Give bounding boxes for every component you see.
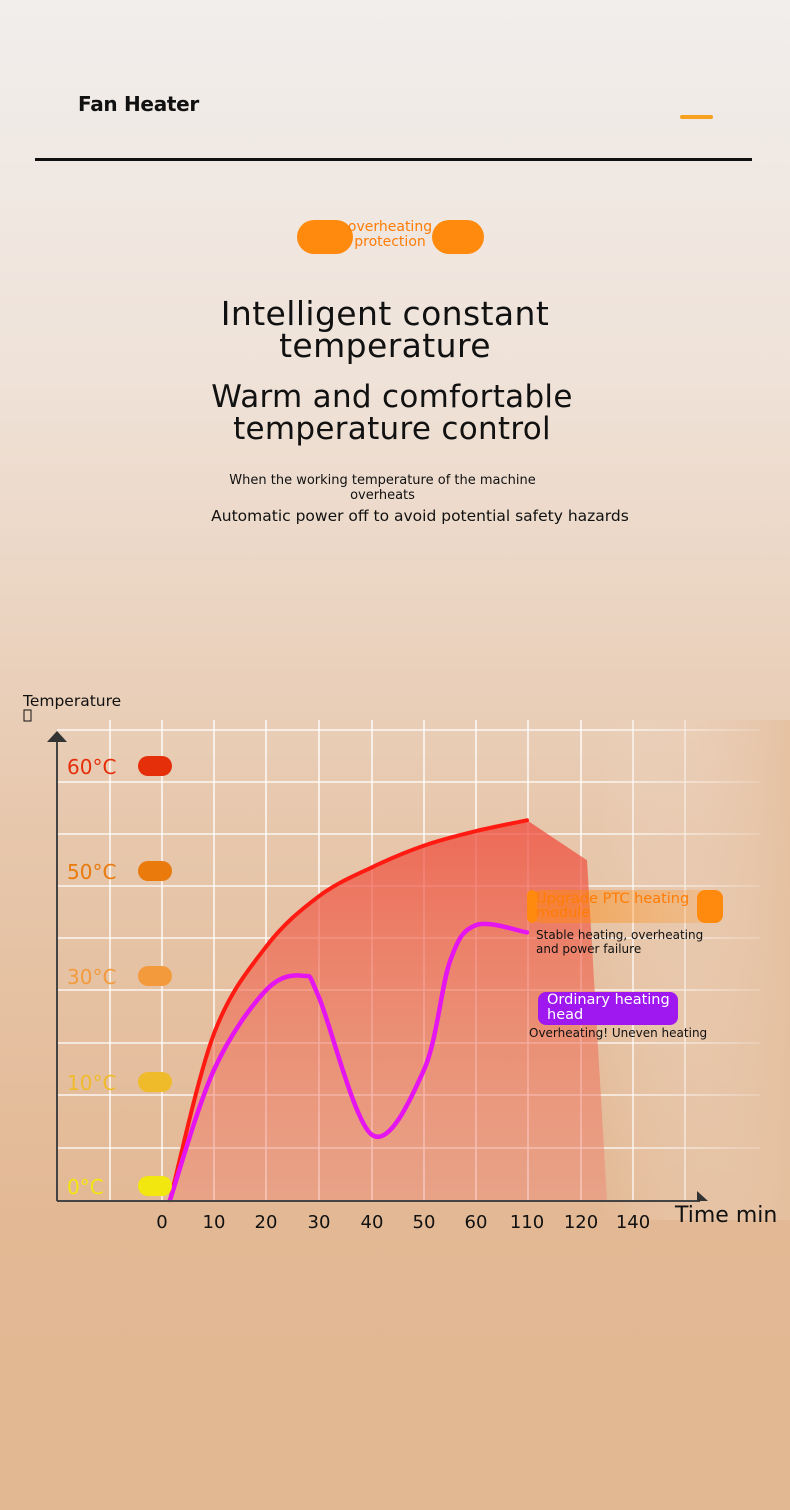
grid-fade — [600, 720, 790, 1220]
x-tick-labels: 0 10 20 30 40 50 60 110 120 140 — [156, 1212, 650, 1233]
x-tick-label: 110 — [510, 1212, 544, 1233]
y-axis-title: Temperature — [22, 692, 121, 710]
x-tick-label: 30 — [308, 1212, 331, 1233]
x-tick-label: 10 — [203, 1212, 226, 1233]
y-level-pill — [138, 756, 172, 776]
subheadline-line1: Warm and comfortable — [211, 379, 573, 415]
ptc-label: Upgrade PTC heating module — [536, 891, 694, 921]
ordinary-label: Ordinary heating head — [547, 992, 674, 1023]
y-level-label: 50°C — [67, 860, 116, 884]
brand-title: Fan Heater — [78, 92, 199, 116]
ptc-label-line1: Upgrade PTC heating — [536, 891, 689, 907]
y-axis-arrow — [47, 731, 67, 742]
x-tick-label: 20 — [255, 1212, 278, 1233]
ptc-note-line2: and power failure — [536, 942, 641, 956]
x-tick-label: 120 — [564, 1212, 598, 1233]
ptc-note: Stable heating, overheating and power fa… — [536, 928, 707, 956]
y-level-label: 0°C — [67, 1175, 104, 1199]
tag-pill-right — [432, 220, 484, 254]
subheadline: Warm and comfortable temperature control — [150, 381, 634, 445]
x-tick-label: 40 — [361, 1212, 384, 1233]
ptc-badge-start-cap — [527, 890, 537, 923]
y-level-pill — [138, 861, 172, 881]
ordinary-note: Overheating! Uneven heating — [529, 1026, 707, 1040]
x-axis-arrow — [697, 1191, 708, 1201]
temperature-chart: Temperature Time min 60°C 50°C 30°C 10°C 0°C… — [22, 692, 790, 1233]
description-small-line1: When the working temperature of the mach… — [229, 473, 536, 488]
y-level-label: 30°C — [67, 965, 116, 989]
description-main: Automatic power off to avoid potential s… — [211, 507, 629, 525]
x-tick-label: 0 — [156, 1212, 167, 1233]
x-tick-label: 50 — [413, 1212, 436, 1233]
headline-line1: Intelligent constant — [220, 294, 550, 333]
ptc-label-badge — [528, 890, 723, 923]
description-small: When the working temperature of the mach… — [225, 473, 540, 503]
ptc-label-line2: module — [536, 905, 590, 921]
ptc-badge-end-cap — [697, 890, 723, 923]
x-tick-label: 140 — [616, 1212, 650, 1233]
tag-pill-left — [297, 220, 353, 254]
headline: Intelligent constant temperature — [180, 294, 590, 365]
feature-tag-line1: overheating — [347, 219, 433, 235]
x-tick-label: 60 — [465, 1212, 488, 1233]
ptc-area-fill — [170, 820, 607, 1200]
ordinary-label-line1: Ordinary heating — [547, 992, 670, 1008]
y-level-label: 60°C — [67, 755, 116, 779]
y-level-label: 10°C — [67, 1071, 116, 1095]
x-axis-title: Time min — [674, 1203, 777, 1228]
y-axis-unit-glyph — [23, 709, 32, 722]
ptc-note-line1: Stable heating, overheating — [536, 928, 703, 942]
accent-dash — [680, 115, 713, 119]
headline-line2: temperature — [279, 326, 491, 365]
ordinary-label-badge — [538, 992, 678, 1025]
header-divider — [35, 158, 752, 161]
feature-tag: overheating protection — [340, 220, 440, 250]
ordinary-series-line — [167, 921, 530, 1203]
y-level-labels: 60°C 50°C 30°C 10°C 0°C — [67, 755, 172, 1199]
feature-tag-line2: protection — [354, 234, 426, 250]
y-level-pill — [138, 1072, 172, 1092]
ordinary-label-line2: head — [547, 1007, 583, 1023]
subheadline-line2: temperature control — [233, 411, 551, 447]
description-small-line2: overheats — [350, 488, 415, 503]
y-level-pill — [138, 966, 172, 986]
y-level-pill — [138, 1176, 172, 1196]
ptc-series-line — [168, 818, 529, 1202]
